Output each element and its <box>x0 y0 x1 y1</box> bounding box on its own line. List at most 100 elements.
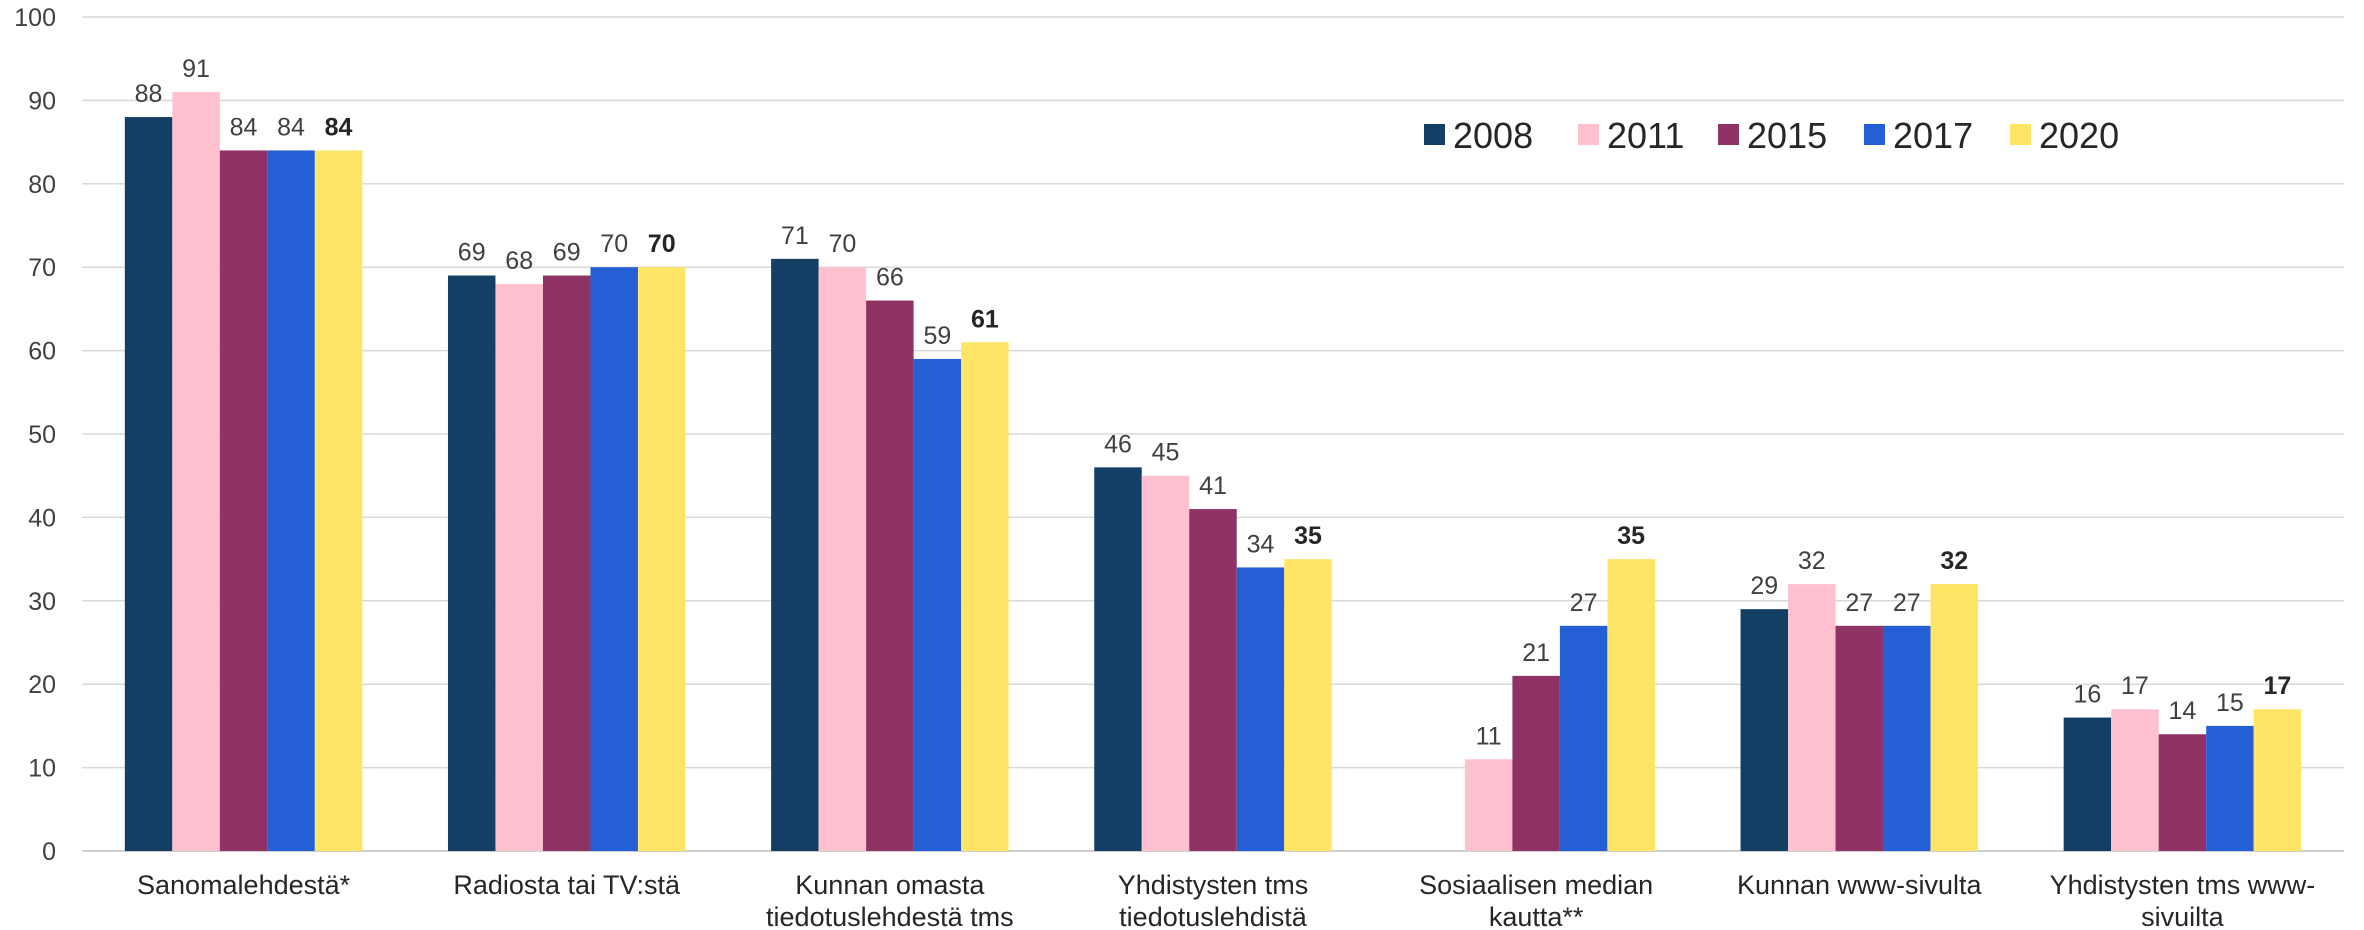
data-label: 46 <box>1104 430 1132 458</box>
data-label: 84 <box>325 113 353 141</box>
bar <box>866 300 914 851</box>
x-axis-category-labels: Sanomalehdestä* Radiosta tai TV:stä Kunnan… <box>137 870 2315 930</box>
data-label: 71 <box>781 222 809 250</box>
bar <box>447 275 496 851</box>
legend-swatch <box>2010 124 2031 145</box>
data-label: 84 <box>277 113 305 141</box>
legend-item: 2011 <box>1578 115 1684 156</box>
data-label: 29 <box>1750 572 1778 600</box>
category-label: Radiosta tai TV:stä <box>453 870 681 900</box>
legend-label: 2017 <box>1893 115 1973 156</box>
legend-label: 2011 <box>1607 115 1684 156</box>
legend-item: 2020 <box>2010 115 2119 156</box>
bar <box>314 150 363 851</box>
bar <box>1559 625 1608 851</box>
y-tick-label: 60 <box>28 338 56 366</box>
bar-group <box>1464 559 1655 851</box>
bar-group <box>771 258 1009 851</box>
bar <box>267 150 315 851</box>
bar-group <box>2063 709 2302 851</box>
bar <box>2158 734 2207 851</box>
legend-swatch <box>1864 124 1885 145</box>
data-label: 35 <box>1617 522 1645 550</box>
bar <box>1094 467 1142 851</box>
data-label: 27 <box>1893 589 1921 617</box>
data-label: 91 <box>182 55 210 83</box>
bar-group <box>124 92 363 851</box>
bar <box>1835 625 1884 851</box>
bar <box>1788 584 1836 851</box>
y-tick-label: 30 <box>28 588 56 616</box>
data-labels: 88 91 84 84 84 69 68 69 70 70 71 70 66 59 61 46 45 41 34 35… <box>135 55 2292 750</box>
legend-swatch <box>1718 124 1739 145</box>
data-label: 68 <box>505 247 533 275</box>
bar <box>1141 475 1190 851</box>
bar <box>771 258 819 851</box>
data-label: 66 <box>876 264 904 292</box>
data-label: 32 <box>1798 547 1826 575</box>
y-tick-label: 40 <box>28 504 56 532</box>
bar <box>1607 559 1655 851</box>
bar <box>2253 709 2302 851</box>
category-label: Sosiaalisen median kautta** <box>1419 870 1653 930</box>
data-label: 17 <box>2264 672 2292 700</box>
data-label: 69 <box>553 239 581 267</box>
bar <box>495 283 543 851</box>
data-label: 41 <box>1199 472 1227 500</box>
category-label: Kunnan omasta tiedotuslehdestä tms <box>766 870 1014 930</box>
bar <box>1930 584 1979 851</box>
y-tick-label: 10 <box>28 755 56 783</box>
bar <box>1189 509 1237 851</box>
legend-label: 2008 <box>1453 115 1533 156</box>
data-label: 84 <box>230 113 258 141</box>
data-label: 88 <box>135 80 163 108</box>
data-label: 27 <box>1570 589 1598 617</box>
bar <box>1883 625 1931 851</box>
data-label: 11 <box>1476 722 1502 750</box>
bar <box>2206 725 2254 851</box>
y-tick-label: 0 <box>42 838 56 866</box>
bar <box>961 342 1009 851</box>
data-label: 27 <box>1845 589 1873 617</box>
y-tick-label: 90 <box>28 87 56 115</box>
y-tick-label: 20 <box>28 671 56 699</box>
bar <box>2111 709 2159 851</box>
bar <box>1740 609 1789 851</box>
bar <box>542 275 591 851</box>
data-label: 15 <box>2216 689 2244 717</box>
bar <box>1464 759 1513 851</box>
data-label: 61 <box>971 305 999 333</box>
data-label: 32 <box>1940 547 1968 575</box>
data-label: 59 <box>923 322 951 350</box>
data-label: 14 <box>2169 697 2197 725</box>
bar <box>1284 559 1332 851</box>
bar-group <box>1094 467 1332 851</box>
data-label: 34 <box>1247 530 1275 558</box>
category-label: Yhdistysten tms www-sivuilta <box>2050 870 2316 930</box>
bar-group <box>447 267 686 851</box>
legend-item: 2008 <box>1424 115 1533 156</box>
category-label: Sanomalehdestä* <box>137 870 351 900</box>
bar-groups <box>124 92 2302 851</box>
legend-swatch <box>1424 124 1445 145</box>
y-tick-label: 50 <box>28 421 56 449</box>
data-label: 35 <box>1294 522 1322 550</box>
legend: 2008 2011 2015 2017 2020 <box>1424 115 2119 156</box>
bar <box>818 267 867 851</box>
y-tick-label: 80 <box>28 171 56 199</box>
data-label: 17 <box>2121 672 2149 700</box>
data-label: 21 <box>1522 639 1550 667</box>
bar <box>1236 567 1285 851</box>
legend-swatch <box>1578 124 1599 145</box>
legend-label: 2020 <box>2039 115 2119 156</box>
y-tick-label: 70 <box>28 254 56 282</box>
data-label: 45 <box>1152 439 1180 467</box>
bar <box>590 267 638 851</box>
data-label: 70 <box>828 230 856 258</box>
bar <box>124 117 173 851</box>
y-tick-label: 100 <box>14 4 56 32</box>
category-label: Yhdistysten tms tiedotuslehdistä <box>1118 870 1309 930</box>
legend-item: 2015 <box>1718 115 1827 156</box>
data-label: 70 <box>600 230 628 258</box>
